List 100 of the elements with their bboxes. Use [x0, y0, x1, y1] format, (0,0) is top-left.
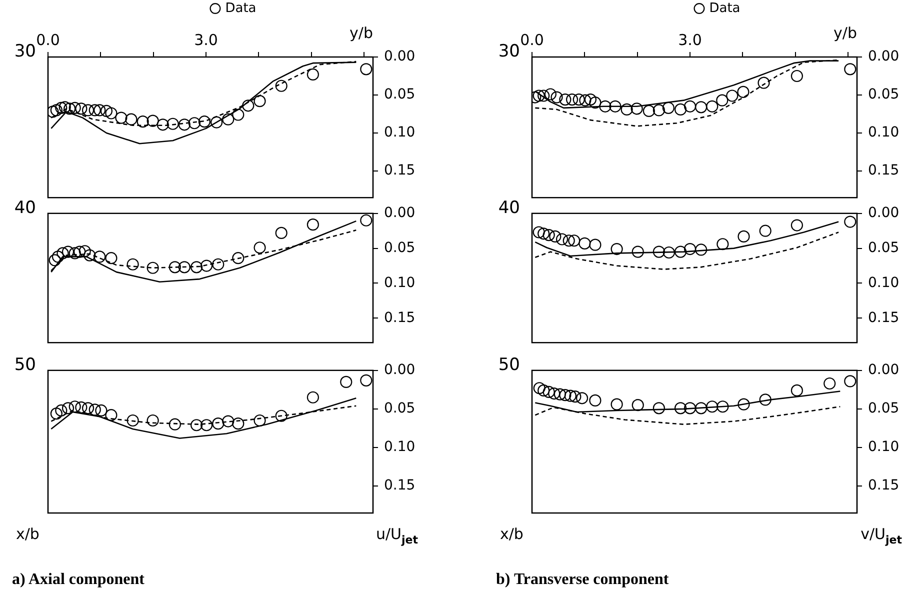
y-tick-label: 0.15: [384, 477, 416, 494]
point: [82, 104, 94, 116]
point: [58, 101, 71, 114]
y-tick-label: 0.00: [868, 204, 900, 221]
x-axis-title: y/b: [350, 24, 373, 42]
point: [188, 117, 200, 130]
point: [589, 238, 602, 250]
point: [306, 68, 319, 81]
y-tick-label: 0.00: [384, 48, 416, 65]
point: [146, 114, 159, 127]
point: [74, 245, 86, 258]
point: [100, 104, 113, 118]
point: [210, 116, 223, 128]
text: 30: [14, 41, 36, 62]
point: [125, 113, 138, 126]
point: [62, 245, 74, 258]
y-tick-label: 0.10: [384, 274, 416, 290]
point: [254, 95, 266, 108]
y-tick-label: 0.00: [384, 204, 416, 221]
point: [75, 102, 88, 115]
point: [75, 400, 88, 414]
point: [630, 102, 643, 115]
point: [254, 241, 266, 254]
point: [569, 390, 582, 402]
point: [738, 230, 750, 242]
point: [576, 392, 588, 404]
point: [844, 63, 856, 76]
point: [88, 104, 101, 116]
point: [726, 90, 738, 102]
point: [568, 234, 580, 246]
point: [55, 102, 68, 114]
point: [532, 226, 545, 238]
point: [52, 250, 64, 262]
point: [242, 100, 254, 112]
y-tick-label: 0.10: [384, 438, 416, 455]
point: [306, 218, 319, 230]
point: [559, 94, 572, 106]
point: [68, 246, 81, 259]
point: [662, 246, 676, 258]
point: [684, 242, 696, 255]
point: [156, 118, 169, 131]
point: [684, 100, 696, 112]
point: [632, 245, 644, 258]
point: [706, 400, 718, 412]
point: [275, 80, 288, 92]
point: [105, 107, 118, 120]
point: [662, 102, 674, 114]
point: [790, 384, 803, 396]
point: [168, 260, 181, 273]
point: [584, 94, 597, 106]
y-tick-label: 0.05: [384, 400, 416, 416]
point: [68, 400, 81, 412]
point: [168, 418, 181, 430]
y-tick-label: 0.15: [868, 162, 900, 179]
point: [790, 218, 803, 231]
point: [572, 94, 585, 106]
point: [275, 409, 288, 422]
point: [758, 76, 770, 89]
point: [554, 388, 566, 400]
point: [200, 418, 213, 431]
x-tick-label: 0.0: [36, 30, 60, 49]
point: [538, 90, 550, 102]
point: [674, 103, 687, 116]
point: [68, 102, 81, 114]
point: [166, 118, 179, 130]
point: [94, 250, 106, 262]
point: [200, 259, 213, 272]
point: [212, 417, 224, 430]
point: [306, 390, 319, 404]
text: 40: [14, 197, 36, 218]
point: [737, 86, 750, 98]
point: [759, 224, 772, 237]
point: [542, 386, 555, 398]
y-tick-label: 0.10: [868, 124, 900, 141]
point: [652, 402, 665, 414]
point: [82, 402, 94, 414]
point: [538, 227, 550, 240]
point: [566, 94, 578, 106]
point: [232, 252, 244, 264]
point: [212, 258, 224, 270]
point: [609, 100, 622, 112]
point: [88, 403, 101, 416]
point: [684, 402, 696, 414]
text: b) Transverse component: [496, 571, 669, 589]
y-tick-label: 0.05: [384, 240, 416, 256]
point: [610, 398, 623, 410]
point: [548, 387, 560, 400]
point: [190, 260, 203, 273]
point: [716, 238, 729, 250]
point: [844, 215, 856, 228]
point: [716, 94, 728, 106]
x-axis-title: y/b: [834, 24, 857, 42]
point: [589, 394, 602, 406]
y-tick-label: 0.10: [384, 124, 416, 141]
point: [542, 228, 555, 241]
y-tick-label: 0.10: [868, 274, 900, 290]
point: [632, 398, 644, 411]
point: [198, 116, 210, 128]
point: [759, 393, 772, 406]
point: [706, 100, 718, 112]
